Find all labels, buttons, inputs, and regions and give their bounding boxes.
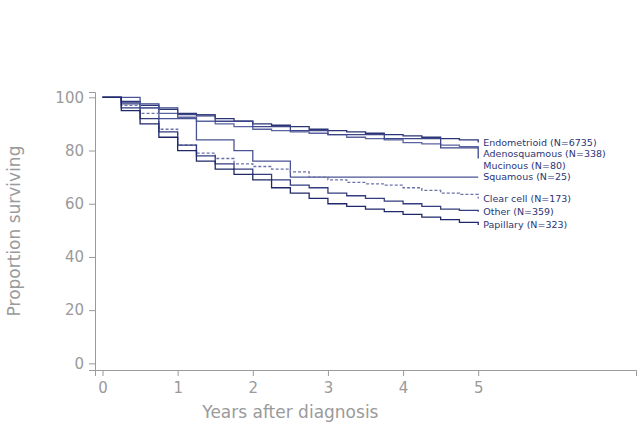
tick-mark [253, 370, 254, 376]
tick: 40 [65, 248, 95, 266]
tick: 3 [324, 370, 334, 397]
tick-mark [403, 370, 404, 376]
tick: 5 [474, 370, 484, 397]
tick: 100 [55, 89, 95, 107]
tick: 4 [399, 370, 409, 397]
tick-mark [89, 151, 95, 152]
plot-area [103, 97, 479, 225]
y-axis: 0 20 40 60 80 100 [55, 89, 95, 373]
tick-label: 2 [249, 379, 259, 397]
tick: 2 [249, 370, 259, 397]
tick-mark [89, 257, 95, 258]
y-axis-title: Proportion surviving [4, 146, 24, 317]
tick-mark [89, 310, 95, 311]
series-label: Squamous (N=25) [483, 171, 571, 182]
tick-label: 60 [65, 195, 84, 213]
axis-line [89, 93, 96, 371]
tick-mark [178, 370, 179, 376]
tick-label: 0 [74, 355, 84, 373]
tick: 0 [74, 355, 95, 373]
tick-mark [89, 204, 95, 205]
tick-label: 1 [173, 379, 183, 397]
series-label: Endometrioid (N=6735) [483, 137, 596, 148]
x-axis-title: Years after diagnosis [201, 402, 378, 422]
tick-mark [103, 370, 104, 376]
tick-mark [478, 370, 479, 376]
tick: 20 [65, 301, 95, 319]
tick-label: 100 [55, 89, 84, 107]
chart: 0 1 2 3 4 5 0 20 40 60 80 100 Years after diagnosis P… [0, 0, 642, 444]
tick-label: 4 [399, 379, 409, 397]
series-label: Adenosquamous (N=338) [483, 148, 606, 159]
series-label: Clear cell (N=173) [483, 193, 571, 204]
series-label: Papillary (N=323) [483, 219, 567, 230]
tick-label: 20 [65, 301, 84, 319]
survival-line [103, 97, 479, 225]
tick-label: 5 [474, 379, 484, 397]
tick-label: 80 [65, 142, 84, 160]
tick: 1 [173, 370, 183, 397]
series-label: Mucinous (N=80) [483, 160, 565, 171]
axis-line [96, 371, 637, 377]
tick-mark [328, 370, 329, 376]
x-axis: 0 1 2 3 4 5 [96, 370, 637, 397]
series-label: Other (N=359) [483, 206, 554, 217]
tick: 80 [65, 142, 95, 160]
tick-label: 40 [65, 248, 84, 266]
survival-line [103, 97, 479, 211]
tick: 0 [98, 370, 108, 397]
tick: 60 [65, 195, 95, 213]
tick-mark [89, 363, 95, 364]
tick-label: 3 [324, 379, 334, 397]
tick-label: 0 [98, 379, 108, 397]
tick-mark [89, 97, 95, 98]
